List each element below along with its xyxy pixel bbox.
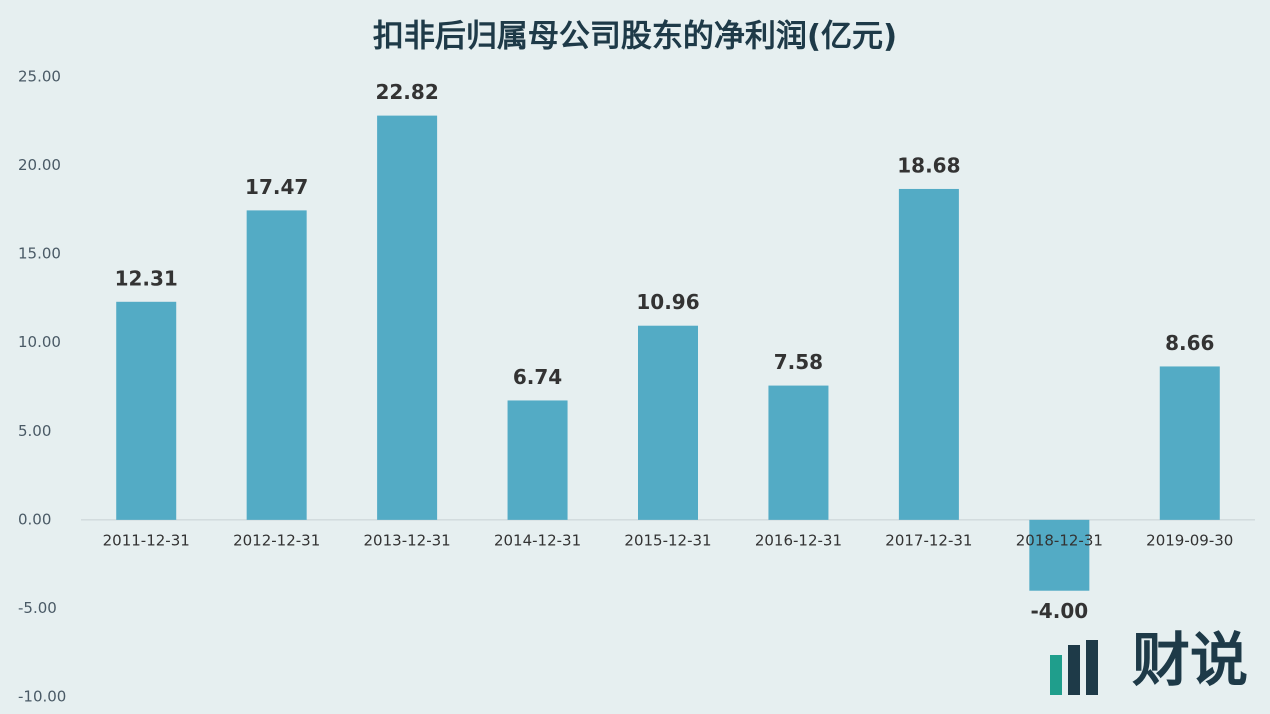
value-label: 12.31 [115,266,178,290]
bar [116,301,177,520]
bar [507,400,568,520]
x-tick-label: 2012-12-31 [233,531,320,549]
value-label: -4.00 [1031,599,1089,623]
value-label: 22.82 [375,80,438,104]
y-tick-label: 0.00 [18,510,51,528]
x-tick-label: 2015-12-31 [624,531,711,549]
y-tick-label: 15.00 [18,245,61,263]
value-label: 10.96 [636,290,699,314]
chart-title: 扣非后归属母公司股东的净利润(亿元) [373,19,897,55]
x-tick-label: 2018-12-31 [1016,531,1103,549]
brand-text: 财说 [1132,626,1248,694]
x-tick-label: 2013-12-31 [364,531,451,549]
y-tick-label: 25.00 [18,68,61,86]
logo-bar [1068,645,1080,695]
bar [1029,519,1090,591]
value-label: 7.58 [774,350,823,374]
value-label: 17.47 [245,175,308,199]
logo-bar [1086,640,1098,695]
x-tick-label: 2011-12-31 [103,531,190,549]
bar [1159,366,1220,520]
bar [377,115,438,520]
y-tick-label: -5.00 [18,599,57,617]
bar [898,188,959,520]
x-tick-label: 2016-12-31 [755,531,842,549]
bar [638,325,698,520]
y-tick-label: 20.00 [18,156,61,174]
x-tick-label: 2019-09-30 [1146,531,1233,549]
value-label: 6.74 [513,365,562,389]
y-tick-label: 5.00 [18,422,51,440]
x-tick-label: 2017-12-31 [885,531,972,549]
value-label: 8.66 [1165,331,1214,355]
y-tick-label: -10.00 [18,688,66,706]
logo-bar [1050,655,1062,695]
x-tick-label: 2014-12-31 [494,531,581,549]
bar [246,210,307,520]
value-label: 18.68 [897,153,960,177]
bar [768,385,829,520]
y-tick-label: 10.00 [18,333,61,351]
brand-logo: 财说 [1050,626,1248,695]
